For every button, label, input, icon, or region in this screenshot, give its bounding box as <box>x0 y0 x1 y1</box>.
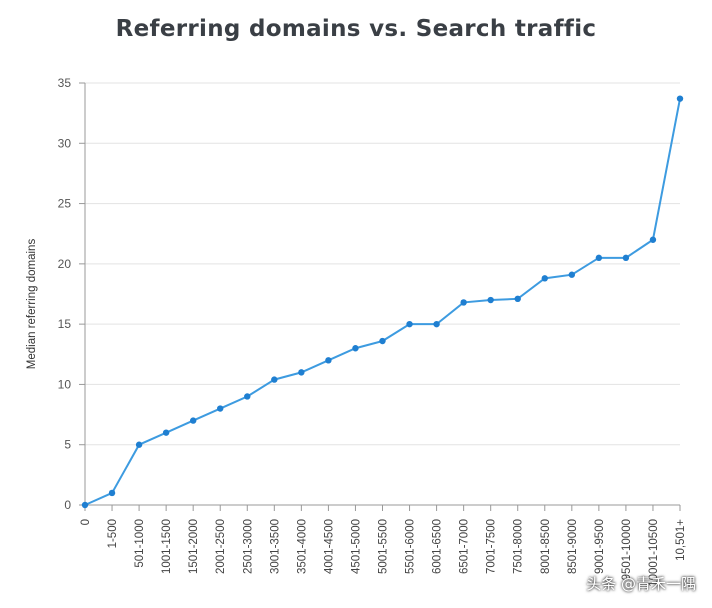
x-tick-label: 3501-4000 <box>296 519 308 574</box>
x-tick-label: 10001-10500 <box>648 519 660 587</box>
data-point <box>433 320 440 328</box>
y-tick-label: 25 <box>58 197 72 211</box>
data-point <box>244 393 251 400</box>
x-tick-label: 7501-8000 <box>513 519 525 574</box>
data-point <box>514 295 521 303</box>
y-axis-label: Median referring domains <box>26 239 38 370</box>
y-tick-label: 10 <box>58 377 72 391</box>
y-tick-label: 0 <box>64 498 71 512</box>
data-point <box>460 299 467 306</box>
data-point <box>217 405 224 412</box>
data-points <box>81 95 684 509</box>
data-point <box>135 441 143 448</box>
y-tick-label: 35 <box>58 76 72 90</box>
x-tick-label: 9501-10000 <box>621 519 633 580</box>
data-point <box>162 429 170 436</box>
data-point <box>189 417 197 424</box>
data-point <box>649 236 657 243</box>
x-tick-label: 1501-2000 <box>188 519 200 574</box>
data-point <box>676 95 684 102</box>
x-tick-labels: 0 1-500 501-1000 1001-1500 1501-2000 2001-250… <box>80 519 687 587</box>
gridlines <box>79 82 680 506</box>
x-tick-label: 4001-4500 <box>323 519 335 574</box>
x-tick-label: 3001-3500 <box>269 519 281 574</box>
x-tick-label: 5501-6000 <box>405 519 417 574</box>
data-point <box>298 369 305 376</box>
y-tick-label: 30 <box>58 136 72 150</box>
axes <box>84 83 681 511</box>
data-point <box>108 489 116 497</box>
data-point <box>81 501 89 509</box>
x-tick-label: 10,501+ <box>675 519 687 561</box>
x-tick-label: 2501-3000 <box>242 519 254 574</box>
y-tick-label: 20 <box>58 257 72 271</box>
x-tick-label: 1001-1500 <box>161 519 173 574</box>
x-tick-label: 0 <box>80 519 92 525</box>
data-point <box>352 345 359 352</box>
x-tick-label: 501-1000 <box>134 519 146 568</box>
data-point <box>406 320 413 328</box>
series-line <box>84 98 681 506</box>
x-tick-label: 6001-6500 <box>432 519 444 574</box>
watermark: 头条 @青禾一隅 <box>586 575 696 593</box>
data-point <box>271 376 278 383</box>
x-tick-label: 8001-8500 <box>540 519 552 574</box>
data-point <box>568 271 576 278</box>
data-point <box>379 337 386 345</box>
x-tick-label: 9001-9500 <box>594 519 606 574</box>
chart-title: Referring domains vs. Search traffic <box>115 16 597 42</box>
y-tick-labels: 0 5 10 15 20 25 30 35 <box>58 76 72 512</box>
y-tick-label: 15 <box>58 317 72 331</box>
data-point <box>541 275 548 282</box>
x-tick-label: 5001-5500 <box>378 519 390 574</box>
x-tick-label: 6501-7000 <box>459 519 471 574</box>
x-tick-label: 4501-5000 <box>350 519 362 574</box>
x-tick-label: 1-500 <box>107 519 119 548</box>
data-point <box>595 254 603 262</box>
data-point <box>487 296 494 304</box>
x-tick-label: 2001-2500 <box>215 519 227 574</box>
x-tick-label: 8501-9000 <box>567 519 579 574</box>
data-point <box>325 357 332 364</box>
y-tick-label: 5 <box>64 438 71 452</box>
data-point <box>622 254 630 262</box>
x-tick-label: 7001-7500 <box>486 519 498 574</box>
